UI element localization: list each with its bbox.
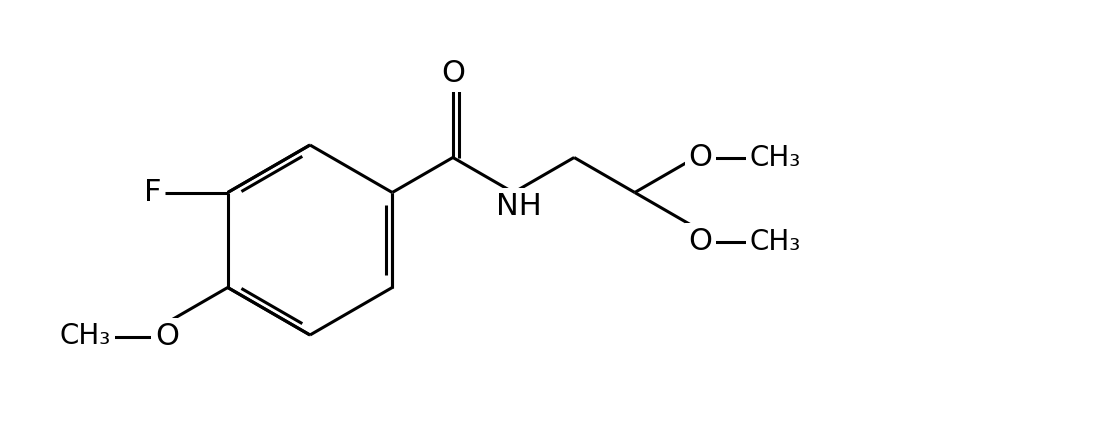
- Text: CH₃: CH₃: [749, 228, 800, 256]
- Text: O: O: [689, 227, 712, 256]
- Text: O: O: [155, 322, 180, 351]
- Text: NH: NH: [496, 192, 541, 221]
- Text: F: F: [144, 178, 162, 207]
- Text: CH₃: CH₃: [60, 323, 111, 351]
- Text: CH₃: CH₃: [749, 143, 800, 172]
- Text: O: O: [689, 143, 712, 172]
- Text: O: O: [441, 59, 465, 88]
